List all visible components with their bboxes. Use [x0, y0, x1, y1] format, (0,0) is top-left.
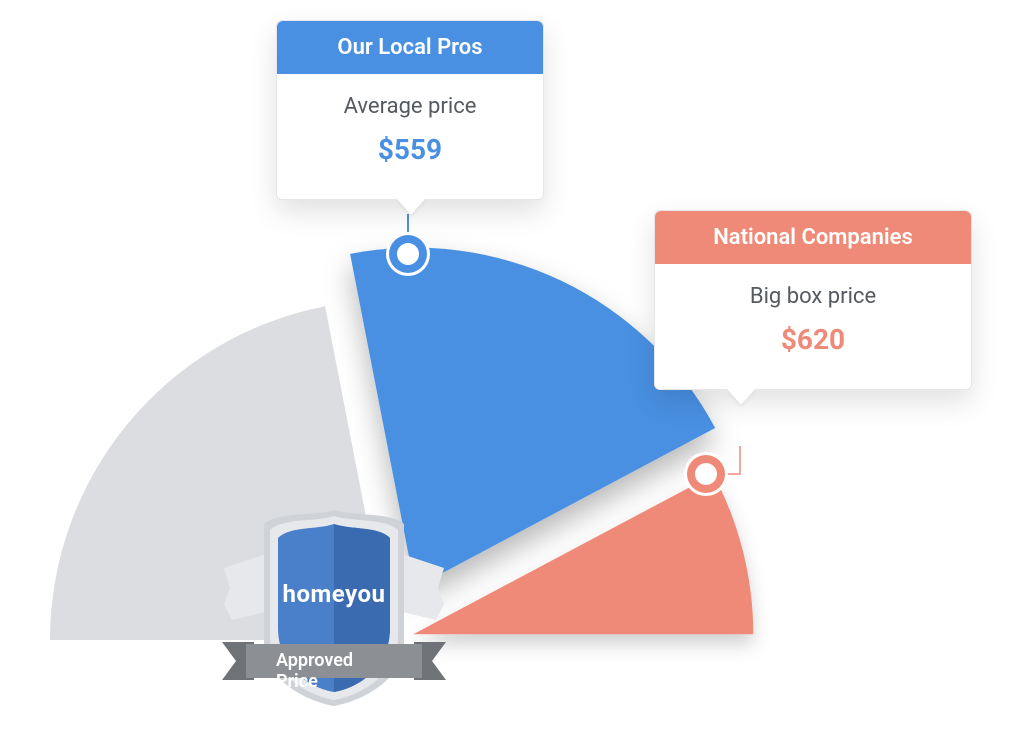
callout-local-header: Our Local Pros	[277, 21, 543, 74]
callout-national-price: $620	[673, 323, 953, 356]
callout-national-header: National Companies	[655, 211, 971, 264]
callout-national-subtitle: Big box price	[673, 284, 953, 309]
price-comparison-infographic: Our Local Pros Average price $559 Nation…	[0, 0, 1024, 738]
callout-national-companies: National Companies Big box price $620	[654, 210, 972, 390]
callout-local-price: $559	[295, 133, 525, 166]
marker-national	[684, 452, 728, 496]
shield-icon	[218, 492, 450, 728]
callout-local-pros: Our Local Pros Average price $559	[276, 20, 544, 200]
badge-ribbon-text: Approved Price	[276, 650, 392, 692]
approved-price-badge: homeyou Approved Price	[218, 492, 450, 728]
callout-local-subtitle: Average price	[295, 94, 525, 119]
marker-local	[386, 232, 430, 276]
badge-brand-text: homeyou	[283, 580, 386, 608]
